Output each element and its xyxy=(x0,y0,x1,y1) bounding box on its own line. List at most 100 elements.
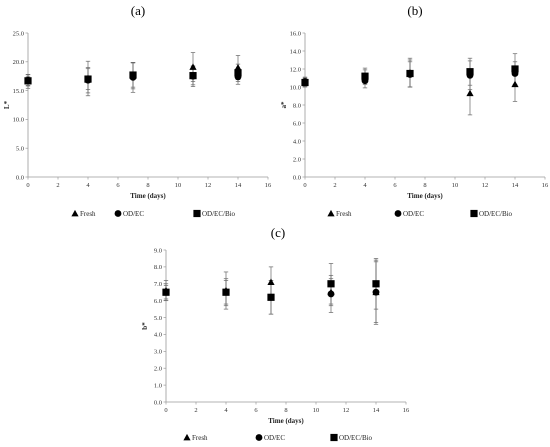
data-point-triangle xyxy=(189,63,197,70)
x-axis-title: Time (days) xyxy=(268,417,304,425)
data-point-triangle xyxy=(466,89,474,97)
data-point-square xyxy=(267,293,275,301)
legend-label: OD/EC xyxy=(403,210,424,218)
x-tick-label: 4 xyxy=(224,407,228,414)
data-point-triangle xyxy=(511,80,519,88)
x-tick-label: 16 xyxy=(265,182,272,189)
panel-label: (a) xyxy=(131,3,145,18)
data-point-square xyxy=(406,69,414,78)
x-tick-label: 0 xyxy=(164,407,167,414)
x-tick-label: 2 xyxy=(194,407,197,414)
y-tick-label: 10.0 xyxy=(290,84,301,91)
y-tick-label: 0.0 xyxy=(154,399,162,406)
y-tick-label: 8.0 xyxy=(154,264,162,271)
x-tick-label: 16 xyxy=(403,407,410,414)
data-point-square xyxy=(327,280,335,288)
data-point-square xyxy=(301,78,309,87)
data-point-square xyxy=(466,68,474,76)
data-point-circle xyxy=(372,288,380,296)
y-tick-label: 7.0 xyxy=(154,281,162,288)
legend-marker-circle xyxy=(394,210,402,217)
y-tick-label: 12.0 xyxy=(290,66,301,73)
x-tick-label: 0 xyxy=(26,182,29,189)
x-tick-label: 14 xyxy=(512,182,519,189)
legend-label: OD/EC xyxy=(264,434,285,442)
legend-marker-triangle xyxy=(183,433,191,441)
y-tick-label: 10.0 xyxy=(13,117,24,124)
legend-marker-square xyxy=(470,209,478,218)
data-point-triangle xyxy=(267,278,275,285)
legend-label: OD/EC/Bio xyxy=(202,210,236,218)
x-tick-label: 4 xyxy=(363,182,367,189)
legend: Fresh OD/EC OD/EC/Bio xyxy=(183,433,373,442)
data-point-circle xyxy=(327,290,335,298)
x-tick-label: 8 xyxy=(423,182,426,189)
y-axis-title: a* xyxy=(280,101,288,109)
panel-b: (b) 0 2 4 6 8 10 12 14 16 0.0 2.0 4.0 6.0 8.0 10.0 12.0 1… xyxy=(280,3,549,218)
y-tick-label: 3.0 xyxy=(154,349,162,356)
x-tick-label: 12 xyxy=(482,182,489,189)
panel-label: (b) xyxy=(407,3,422,18)
data-point-square xyxy=(84,75,92,83)
y-tick-label: 1.0 xyxy=(154,382,162,389)
y-tick-label: 2.0 xyxy=(293,156,301,163)
data-point-square xyxy=(24,77,32,85)
x-tick-label: 0 xyxy=(303,182,306,189)
y-tick-label: 2.0 xyxy=(154,366,162,373)
x-tick-label: 12 xyxy=(205,182,212,189)
x-tick-label: 8 xyxy=(284,407,287,414)
x-tick-label: 14 xyxy=(235,182,242,189)
data-point-square xyxy=(511,65,519,73)
y-tick-label: 6.0 xyxy=(293,120,301,127)
panel-c: (c) 0 2 4 6 8 10 12 14 16 0.0 1.0 2.0 3.0 4.0 5.0 6.0 7.0… xyxy=(141,225,410,442)
legend: Fresh OD/EC OD/EC/Bio xyxy=(327,209,513,218)
x-tick-label: 10 xyxy=(313,407,320,414)
y-tick-label: 9.0 xyxy=(154,247,162,254)
y-tick-label: 16.0 xyxy=(290,30,301,37)
data-point-square xyxy=(361,72,369,80)
legend-marker-triangle xyxy=(327,209,335,217)
x-tick-label: 6 xyxy=(116,182,120,189)
panel-a: (a) 0 2 4 6 8 10 12 14 16 0.0 5.0 10.0 15.0 20.0 25.0 Ti… xyxy=(3,3,272,218)
panel-label: (c) xyxy=(271,225,285,240)
x-tick-label: 10 xyxy=(452,182,459,189)
legend-marker-triangle xyxy=(71,209,79,217)
legend-label: Fresh xyxy=(192,434,208,442)
y-tick-label: 0.0 xyxy=(293,174,301,181)
x-tick-label: 2 xyxy=(56,182,59,189)
y-tick-label: 20.0 xyxy=(13,59,24,66)
y-tick-label: 15.0 xyxy=(13,88,24,95)
data-point-square xyxy=(129,71,137,79)
y-tick-label: 5.0 xyxy=(154,315,162,322)
legend-marker-circle xyxy=(114,210,122,217)
y-tick-label: 4.0 xyxy=(154,332,162,339)
x-tick-label: 8 xyxy=(146,182,149,189)
legend-marker-circle xyxy=(255,434,263,441)
data-point-square xyxy=(189,72,197,80)
y-tick-label: 0.0 xyxy=(16,174,24,181)
data-point-square xyxy=(234,69,242,77)
x-axis-title: Time (days) xyxy=(407,192,443,200)
data-point-square xyxy=(222,288,230,296)
x-tick-label: 12 xyxy=(343,407,350,414)
data-point-square xyxy=(372,280,380,288)
legend-marker-square xyxy=(330,433,338,442)
y-tick-label: 5.0 xyxy=(16,146,24,153)
y-tick-label: 14.0 xyxy=(290,48,301,55)
y-axis-title: L* xyxy=(3,100,11,109)
legend: Fresh OD/EC OD/EC/Bio xyxy=(71,209,236,218)
legend-label: OD/EC/Bio xyxy=(339,434,373,442)
x-tick-label: 10 xyxy=(175,182,182,189)
data-point-square xyxy=(162,288,170,296)
x-tick-label: 14 xyxy=(373,407,380,414)
y-tick-label: 4.0 xyxy=(293,138,301,145)
legend-label: OD/EC xyxy=(123,210,144,218)
x-tick-label: 6 xyxy=(393,182,397,189)
legend-label: Fresh xyxy=(80,210,96,218)
data-point-triangle xyxy=(234,63,242,71)
y-axis-title: b* xyxy=(141,322,149,330)
y-tick-label: 25.0 xyxy=(13,30,24,37)
y-tick-label: 8.0 xyxy=(293,102,301,109)
x-tick-label: 2 xyxy=(333,182,336,189)
